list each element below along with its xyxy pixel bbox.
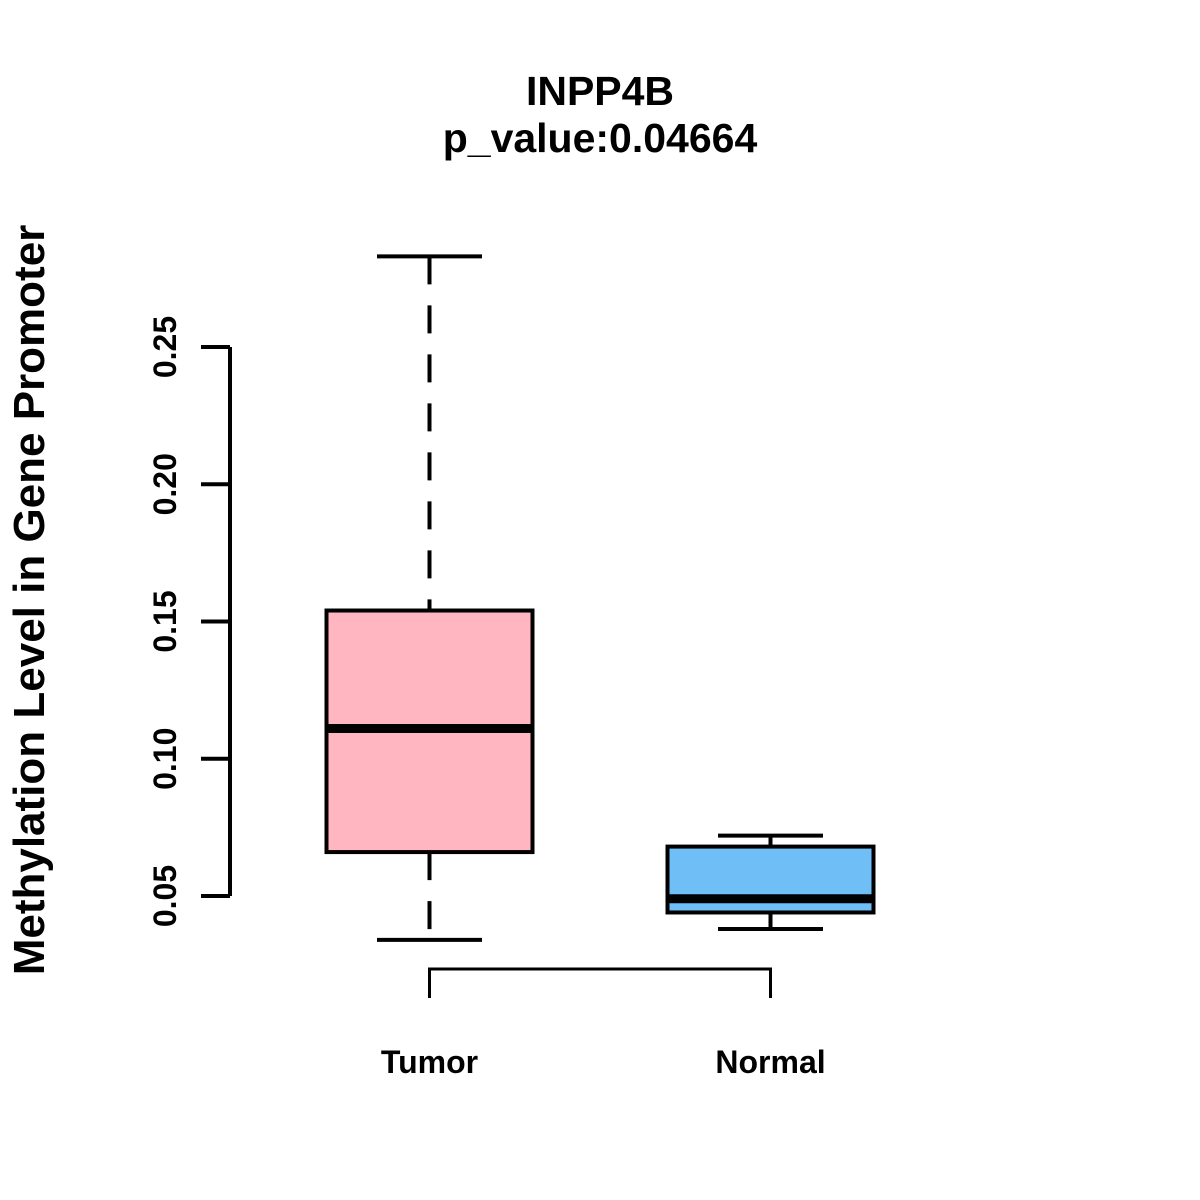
- y-tick-label: 0.05: [147, 865, 183, 927]
- y-tick-label: 0.20: [147, 453, 183, 515]
- x-category-label-normal: Normal: [715, 1044, 825, 1080]
- plot-area: 0.05 0.10 0.15 0.20 0.25 Tumor Normal: [147, 254, 876, 1080]
- x-category-label-tumor: Tumor: [381, 1044, 478, 1080]
- y-tick-label: 0.10: [147, 728, 183, 790]
- chart-title: INPP4B: [526, 68, 674, 114]
- y-axis-label: Methylation Level in Gene Promoter: [5, 225, 54, 976]
- significance-bracket: [428, 967, 772, 998]
- y-tick-label: 0.25: [147, 316, 183, 378]
- y-tick-label: 0.15: [147, 590, 183, 652]
- chart-subtitle-pvalue: p_value:0.04664: [443, 115, 758, 161]
